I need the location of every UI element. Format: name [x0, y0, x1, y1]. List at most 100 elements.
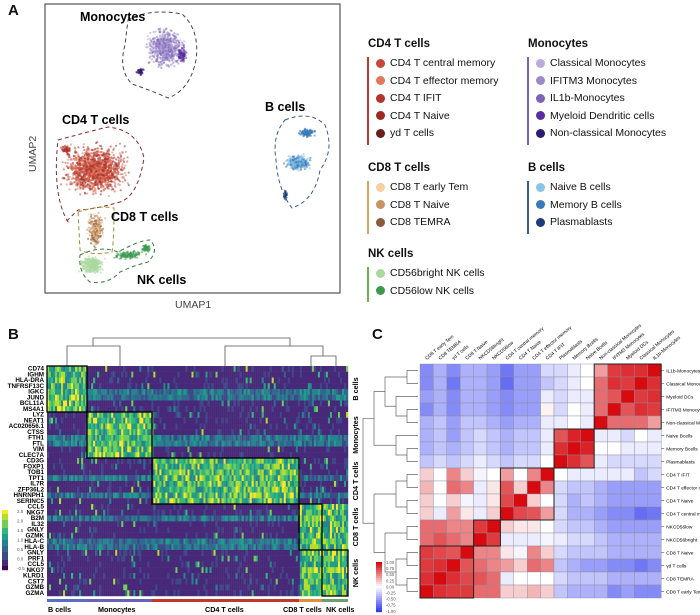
heatmap-cell [87, 412, 90, 418]
umap-point [70, 166, 73, 169]
umap-label-bcells: B cells [265, 100, 305, 114]
umap-point [81, 152, 84, 155]
legend-swatch [376, 268, 385, 278]
heatmap-cell [75, 394, 78, 401]
heatmap-cell [315, 400, 319, 407]
heatmap-cell [283, 377, 286, 384]
heatmap-cell [201, 383, 204, 390]
heatmap-cell [205, 394, 208, 401]
umap-point [113, 256, 116, 259]
heatmap-cell [345, 383, 349, 390]
heatmap-cell [147, 366, 150, 372]
umap-point [149, 31, 152, 34]
heatmap-cell [63, 406, 66, 413]
heatmap-cell [309, 389, 313, 395]
umap-point [63, 147, 66, 150]
heatmap-cell [159, 366, 162, 372]
heatmap-cell [209, 400, 212, 407]
heatmap-cell [187, 389, 190, 395]
heatmap-cell [309, 383, 313, 390]
heatmap-cell [95, 389, 98, 395]
heatmap-cell [139, 406, 142, 413]
umap-point [174, 41, 177, 44]
heatmap-cell [73, 383, 76, 390]
heatmap-cell [303, 383, 307, 390]
umap-point [127, 171, 130, 174]
heatmap-cell [301, 389, 305, 395]
heatmap-cell [279, 400, 282, 407]
heatmap-cell [69, 389, 72, 395]
heatmap-cell [167, 377, 170, 384]
heatmap-cell [291, 377, 295, 384]
heatmap-cell [331, 400, 335, 407]
heatmap-cell [73, 366, 76, 372]
heatmap-cell [251, 400, 254, 407]
heatmap-cell [47, 389, 50, 395]
heatmap-cell [57, 389, 60, 395]
umap-point [155, 40, 158, 43]
heatmap-cell [103, 412, 106, 418]
heatmap-cell [51, 383, 54, 390]
heatmap-cell [147, 383, 150, 390]
heatmap-cell [289, 394, 293, 401]
legend-group-bar [367, 181, 369, 234]
heatmap-cell [189, 366, 192, 372]
heatmap-cell [317, 389, 321, 395]
heatmap-cell [135, 377, 138, 384]
heatmap-cell [191, 371, 194, 378]
umap-point [95, 174, 98, 177]
heatmap-cell [151, 394, 154, 401]
heatmap-cell [221, 412, 224, 418]
umap-point [301, 162, 304, 165]
heatmap-cell [247, 371, 250, 378]
umap-point [285, 159, 288, 163]
umap-point [154, 43, 157, 46]
heatmap-cell [285, 377, 288, 384]
heatmap-cell [203, 400, 206, 407]
umap-point [97, 236, 100, 239]
heatmap-cell [323, 371, 327, 378]
umap-point [71, 168, 74, 171]
legend-label: CD4 T central memory [390, 57, 496, 69]
umap-point [160, 45, 163, 48]
umap-point [287, 154, 290, 157]
heatmap-cell [339, 394, 343, 401]
umap-point [145, 253, 148, 256]
heatmap-cell [99, 389, 102, 395]
heatmap-cell [251, 394, 254, 401]
heatmap-cell [255, 366, 258, 372]
heatmap-cell [47, 383, 50, 390]
heatmap-cell [117, 366, 120, 372]
umap-point [149, 55, 152, 58]
umap-point [107, 180, 110, 183]
heatmap-cell [133, 366, 136, 372]
heatmap-cell [247, 389, 250, 395]
umap-point [92, 189, 95, 192]
umap-point [109, 180, 112, 183]
umap-point [310, 131, 313, 134]
heatmap-cell [277, 377, 280, 384]
umap-point [96, 141, 99, 144]
heatmap-cell [317, 366, 321, 372]
heatmap-cell [95, 400, 98, 407]
heatmap-cell [147, 412, 150, 418]
heatmap-cell [215, 389, 218, 395]
umap-point [104, 187, 107, 190]
heatmap-cell [161, 389, 164, 395]
heatmap-cell [203, 371, 206, 378]
heatmap-cell [81, 389, 84, 395]
umap-point [94, 170, 97, 173]
heatmap-cell [191, 406, 194, 413]
heatmap-cell [93, 389, 96, 395]
umap-point [85, 168, 88, 171]
heatmap-cell [211, 371, 214, 378]
umap-point [68, 188, 71, 191]
heatmap-cell [89, 412, 92, 418]
heatmap-cell [67, 377, 70, 384]
heatmap-cell [203, 377, 206, 384]
heatmap-cell [73, 389, 76, 395]
heatmap-cell [207, 366, 210, 372]
heatmap-cell [113, 394, 116, 401]
heatmap-cell [333, 400, 337, 407]
umap-point [79, 183, 82, 186]
